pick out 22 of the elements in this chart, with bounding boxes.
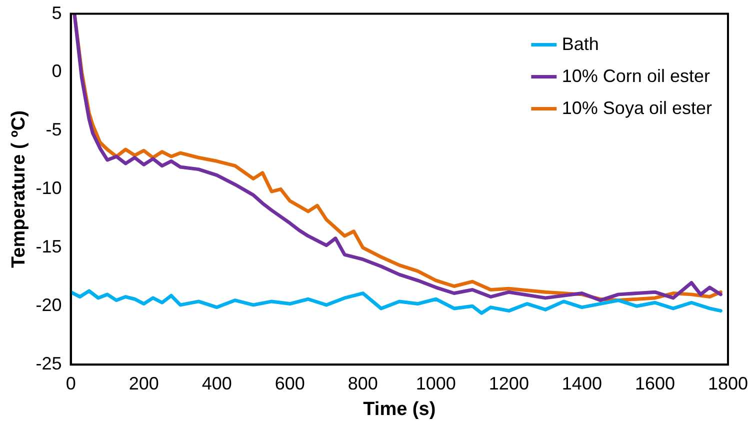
y-tick-label: -25 [36, 354, 62, 374]
y-tick-label: -15 [36, 236, 62, 257]
x-tick-label: 0 [66, 373, 76, 394]
legend-label: Bath [562, 34, 599, 54]
legend-label: 10% Corn oil ester [562, 66, 710, 86]
y-tick-label: 5 [52, 2, 62, 23]
x-tick-label: 200 [128, 373, 159, 394]
y-tick-label: -20 [36, 295, 62, 316]
x-tick-label: 600 [274, 373, 305, 394]
x-tick-label: 1600 [634, 373, 675, 394]
x-tick-label: 400 [202, 373, 232, 394]
x-tick-label: 1000 [416, 373, 456, 394]
x-tick-label: 1800 [708, 373, 748, 394]
y-tick-label: -5 [46, 120, 62, 140]
x-axis-title: Time (s) [363, 398, 436, 420]
y-axis-title: Temperature ( ºC) [8, 110, 30, 268]
x-tick-label: 800 [348, 373, 378, 394]
x-tick-label: 1200 [488, 373, 529, 394]
y-tick-label: 0 [52, 61, 62, 82]
x-tick-label: 1400 [562, 373, 602, 394]
y-tick-label: -10 [36, 178, 62, 198]
legend-label: 10% Soya oil ester [562, 98, 712, 118]
